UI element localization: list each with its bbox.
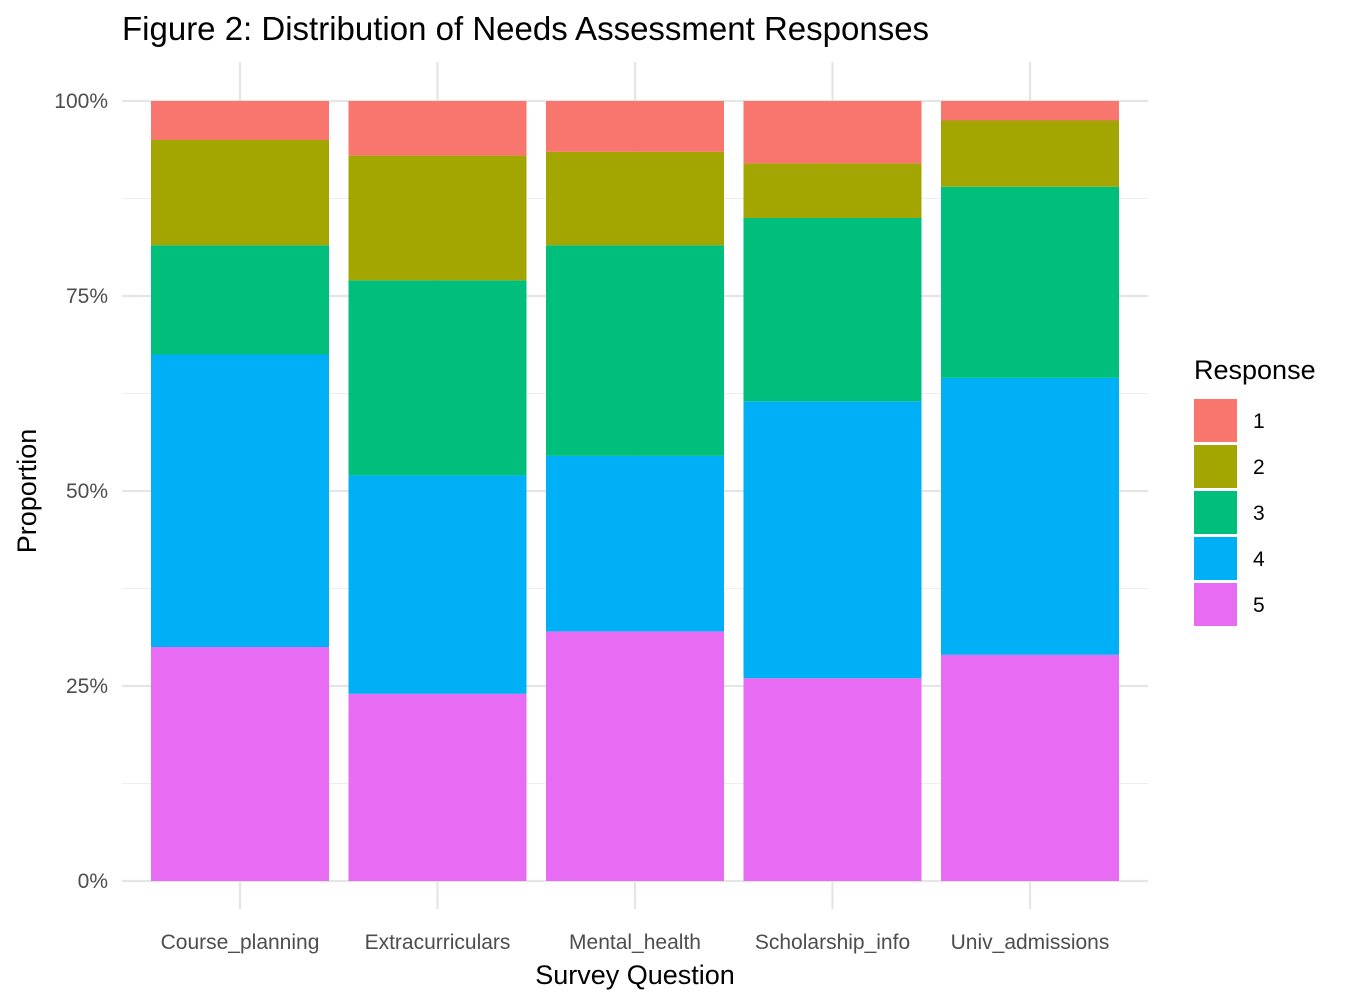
bar-segment bbox=[546, 631, 724, 881]
legend-swatch bbox=[1194, 399, 1237, 442]
bar-segment bbox=[743, 401, 922, 679]
y-tick-label: 100% bbox=[54, 90, 108, 113]
x-tick-label: Mental_health bbox=[569, 931, 701, 954]
y-axis-ticks: 0% 25% 50% 75% 100% bbox=[54, 90, 108, 893]
bar-segment bbox=[941, 101, 1119, 121]
x-tick-label: Scholarship_info bbox=[755, 931, 910, 954]
legend-swatch bbox=[1194, 491, 1237, 534]
bars bbox=[151, 101, 1119, 881]
bar-segment bbox=[348, 101, 527, 156]
x-tick-label: Extracurriculars bbox=[365, 931, 511, 954]
bar-segment bbox=[941, 120, 1119, 187]
legend-swatch bbox=[1194, 445, 1237, 488]
bar-segment bbox=[941, 377, 1119, 655]
bar-segment bbox=[941, 654, 1119, 881]
bar-segment bbox=[151, 245, 329, 355]
legend-label: 1 bbox=[1253, 410, 1265, 433]
bar-segment bbox=[743, 101, 922, 164]
bar-segment bbox=[151, 140, 329, 246]
bar-segment bbox=[348, 280, 527, 476]
x-tick-label: Univ_admissions bbox=[951, 931, 1110, 954]
legend-label: 4 bbox=[1253, 548, 1265, 571]
legend-label: 2 bbox=[1253, 456, 1265, 479]
legend-swatch bbox=[1194, 583, 1237, 626]
legend: Response 1 2 3 4 5 bbox=[1194, 355, 1316, 626]
bar-segment bbox=[546, 101, 724, 152]
legend-label: 5 bbox=[1253, 594, 1265, 617]
bar-segment bbox=[151, 101, 329, 140]
x-axis-title: Survey Question bbox=[535, 960, 735, 990]
y-axis-title: Proportion bbox=[12, 429, 42, 554]
y-tick-label: 25% bbox=[66, 675, 108, 698]
bar-segment bbox=[348, 693, 527, 881]
legend-swatch bbox=[1194, 537, 1237, 580]
bar-segment bbox=[151, 354, 329, 647]
legend-label: 3 bbox=[1253, 502, 1265, 525]
bar-segment bbox=[743, 163, 922, 218]
chart-title: Figure 2: Distribution of Needs Assessme… bbox=[122, 10, 929, 47]
x-tick-label: Course_planning bbox=[161, 931, 320, 954]
bar-segment bbox=[348, 475, 527, 694]
legend-title: Response bbox=[1194, 355, 1316, 385]
bar-segment bbox=[546, 455, 724, 632]
y-tick-label: 75% bbox=[66, 285, 108, 308]
bar-segment bbox=[546, 245, 724, 456]
bar-segment bbox=[743, 678, 922, 881]
x-axis-ticks: Course_planning Extracurriculars Mental_he… bbox=[161, 931, 1110, 954]
y-tick-label: 50% bbox=[66, 480, 108, 503]
bar-segment bbox=[151, 647, 329, 881]
bar-segment bbox=[546, 151, 724, 246]
bar-segment bbox=[743, 218, 922, 402]
y-tick-label: 0% bbox=[78, 870, 108, 893]
bar-segment bbox=[941, 186, 1119, 378]
bar-segment bbox=[348, 155, 527, 281]
